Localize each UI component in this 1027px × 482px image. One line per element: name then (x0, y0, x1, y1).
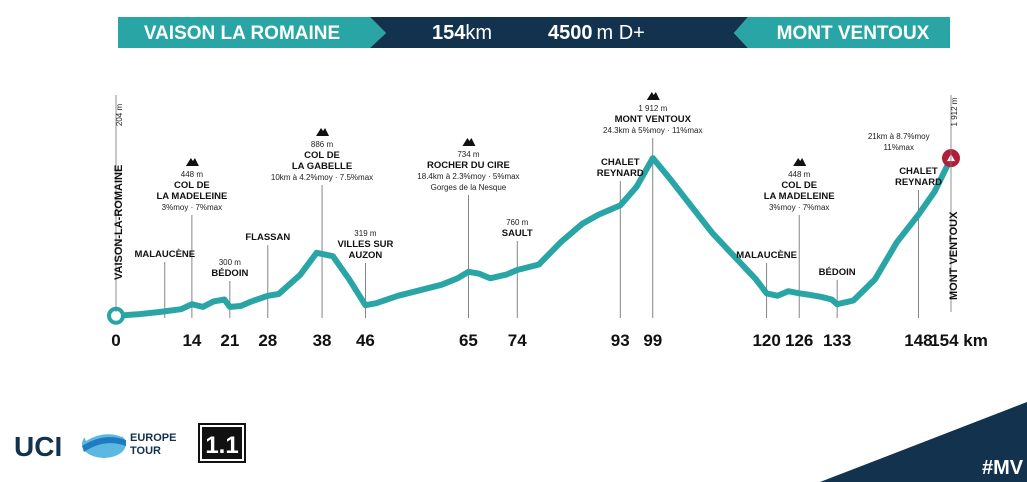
annotation-text: 300 m (219, 258, 242, 267)
annotation-text: MALAUCÈNE (736, 250, 797, 261)
annotation-text: LA GABELLE (292, 161, 352, 172)
x-tick-label: 21 (220, 331, 239, 350)
annotation-text: MALAUCÈNE (134, 249, 195, 260)
summit-icon (793, 158, 807, 166)
europe-tour-line1: EUROPE (130, 432, 176, 444)
annotation-text: Gorges de la Nesque (431, 183, 507, 192)
annotation-text: 11%max (883, 143, 914, 152)
annotation-text: CHALET (899, 166, 938, 177)
summit-icon (185, 158, 199, 166)
annotation-text: CHALET (601, 157, 640, 168)
x-tick-label: 28 (258, 331, 277, 350)
annotation-text: COL DE (304, 150, 340, 161)
uci-europe-tour-logo: UCI EUROPE TOUR 1.1 (14, 423, 246, 463)
finish-altitude-label: 1 912 m (950, 97, 959, 126)
x-tick-label: 0 (111, 331, 120, 350)
annotation-text: 24.3km à 5%moy · 11%max (603, 126, 702, 135)
annotation-text: 1 912 m (638, 104, 667, 113)
banner: VAISON LA ROMAINE 154km 4500 m D+ MONT VE… (118, 17, 950, 48)
annotation-text: REYNARD (895, 177, 942, 188)
annotation-text: COL DE (174, 180, 210, 191)
annotation-text: 10km à 4.2%moy · 7.5%max (271, 173, 373, 182)
annotation-text: AUZON (349, 250, 383, 261)
hashtag-banner: #MV (820, 402, 1027, 482)
banner-start-label: VAISON LA ROMAINE (144, 23, 340, 44)
annotation-text: 21km à 8.7%moy (868, 132, 930, 141)
globe-icon (82, 428, 126, 458)
x-tick-label: 120 (752, 331, 780, 350)
banner-elevation: 4500 m D+ (548, 22, 645, 44)
annotation-text: COL DE (781, 180, 817, 191)
summit-icon (316, 128, 330, 136)
banner-right-band (734, 17, 950, 48)
hashtag-text: #MV (982, 457, 1024, 479)
annotation-text: ROCHER DU CIRE (427, 160, 510, 171)
class-badge-text: 1.1 (205, 432, 238, 459)
annotation-text: 319 m (354, 229, 377, 238)
uci-logo-text: UCI (14, 431, 62, 462)
annotation-text: 760 m (506, 218, 529, 227)
annotation-text: BÉDOIN (819, 267, 856, 278)
x-tick-label: 14 (182, 331, 201, 350)
summit-icon (646, 92, 660, 100)
x-tick-label: 133 (823, 331, 851, 350)
annotation-text: 3%moy · 7%max (769, 203, 829, 212)
x-tick-label: 38 (313, 331, 332, 350)
x-tick-label: 148 (904, 331, 932, 350)
annotation-text: 18.4km à 2.3%moy · 5%max (417, 172, 519, 181)
annotation-text: REYNARD (597, 168, 644, 179)
banner-elevation-unit: m D+ (597, 22, 645, 44)
banner-finish-label: MONT VENTOUX (777, 23, 930, 44)
annotation-text: 448 m (181, 170, 204, 179)
banner-center-band (370, 17, 748, 48)
x-tick-label: 126 (785, 331, 813, 350)
summit-icon (462, 138, 476, 146)
annotation-text: SAULT (502, 228, 533, 239)
start-town-label: VAISON-LA-ROMAINE (113, 165, 125, 280)
europe-tour-line2: TOUR (130, 445, 161, 457)
annotation-text: 448 m (788, 170, 811, 179)
class-badge (198, 423, 246, 463)
start-altitude-label: 204 m (115, 104, 124, 127)
annotation-text: VILLES SUR (337, 239, 393, 250)
finish-town-label: MONT VENTOUX (948, 211, 960, 300)
annotation-text: LA MADELEINE (156, 191, 227, 202)
x-tick-label: 65 (459, 331, 478, 350)
elevation-profile-line (113, 155, 954, 319)
annotation-text: 886 m (311, 140, 334, 149)
x-tick-label: 74 (508, 331, 527, 350)
annotation-text: BÉDOIN (211, 268, 248, 279)
banner-left-band (118, 17, 386, 48)
banner-elevation-value: 4500 (548, 22, 593, 44)
annotation-text: 3%moy · 7%max (162, 203, 222, 212)
x-tick-label: 154 km (930, 331, 988, 350)
x-tick-label: 46 (356, 331, 375, 350)
annotation-text: FLASSAN (245, 232, 290, 243)
annotation-text: LA MADELEINE (764, 191, 835, 202)
banner-distance-unit: km (465, 22, 492, 44)
annotation-text: 734 m (457, 150, 480, 159)
banner-distance: 154km (432, 22, 492, 44)
x-tick-label: 99 (643, 331, 662, 350)
x-tick-label: 93 (611, 331, 630, 350)
annotation-text: MONT VENTOUX (615, 114, 692, 125)
banner-distance-value: 154 (432, 22, 466, 44)
